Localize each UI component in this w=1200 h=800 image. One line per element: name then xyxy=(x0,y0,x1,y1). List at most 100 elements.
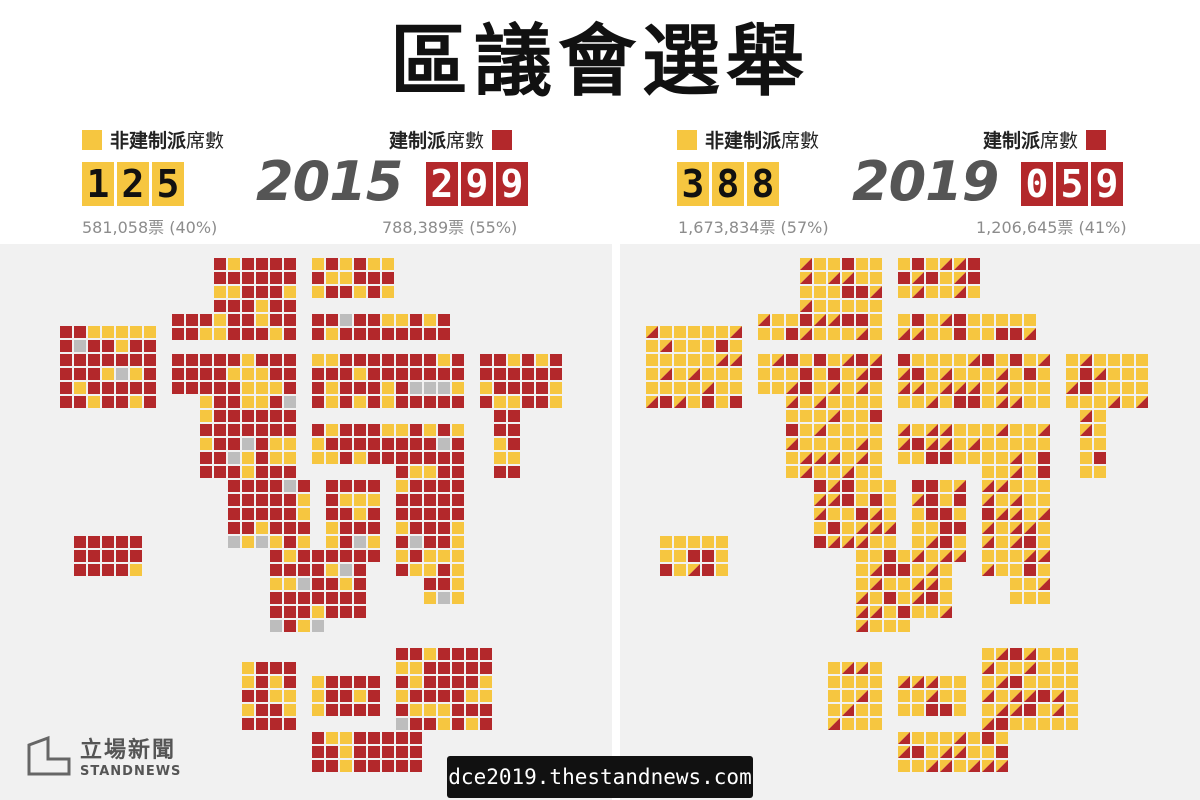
seat-cell xyxy=(368,396,380,408)
seat-cell xyxy=(326,522,338,534)
seat-cell xyxy=(926,536,938,548)
seat-cell xyxy=(438,704,450,716)
seat-cell xyxy=(1010,648,1022,660)
seat-cell xyxy=(242,314,254,326)
seat-cell xyxy=(438,564,450,576)
seat-cell xyxy=(1038,690,1050,702)
seat-cell xyxy=(256,368,268,380)
seat-cell xyxy=(968,760,980,772)
seat-cell xyxy=(716,564,728,576)
seat-cell xyxy=(968,452,980,464)
seat-cell xyxy=(1010,690,1022,702)
seat-cell xyxy=(396,396,408,408)
seat-cell xyxy=(1038,522,1050,534)
seat-cell xyxy=(256,272,268,284)
seat-cell xyxy=(130,564,142,576)
seat-cell xyxy=(660,368,672,380)
seat-cell xyxy=(870,328,882,340)
seat-cell xyxy=(508,410,520,422)
seat-cell xyxy=(284,508,296,520)
seat-cell xyxy=(954,508,966,520)
seat-cell xyxy=(716,536,728,548)
seat-cell xyxy=(382,760,394,772)
seat-cell xyxy=(144,368,156,380)
seat-cell xyxy=(926,732,938,744)
seat-cell xyxy=(968,424,980,436)
seat-cell xyxy=(242,438,254,450)
seat-cell xyxy=(438,592,450,604)
seat-cell xyxy=(940,760,952,772)
seat-cell xyxy=(940,424,952,436)
seat-cell xyxy=(354,396,366,408)
seat-cell xyxy=(536,368,548,380)
seat-cell xyxy=(494,354,506,366)
seat-cell xyxy=(940,536,952,548)
seat-cell xyxy=(326,286,338,298)
seat-cell xyxy=(60,382,72,394)
seat-cell xyxy=(424,536,436,548)
seat-cell xyxy=(326,564,338,576)
seat-cell xyxy=(256,676,268,688)
seat-cell xyxy=(954,354,966,366)
seat-cell xyxy=(814,382,826,394)
seat-cell xyxy=(870,272,882,284)
digit: 5 xyxy=(152,162,184,206)
seat-cell xyxy=(702,536,714,548)
seat-cell xyxy=(368,536,380,548)
seat-cell xyxy=(982,494,994,506)
seat-cell xyxy=(912,258,924,270)
seat-cell xyxy=(74,340,86,352)
seat-cell xyxy=(382,258,394,270)
seat-cell xyxy=(396,732,408,744)
seat-cell xyxy=(982,648,994,660)
seat-cell xyxy=(396,354,408,366)
seat-cell xyxy=(646,396,658,408)
seat-cell xyxy=(410,536,422,548)
seat-cell xyxy=(870,410,882,422)
seat-cell xyxy=(438,382,450,394)
seat-cell xyxy=(466,676,478,688)
seat-cell xyxy=(410,550,422,562)
seat-cell xyxy=(340,258,352,270)
seat-cell xyxy=(1024,662,1036,674)
seat-cell xyxy=(968,396,980,408)
seat-cell xyxy=(1024,718,1036,730)
seat-cell xyxy=(940,508,952,520)
seat-cell xyxy=(954,676,966,688)
seat-cell xyxy=(842,480,854,492)
seat-cell xyxy=(1010,438,1022,450)
seat-cell xyxy=(786,368,798,380)
seat-cell xyxy=(368,328,380,340)
seat-cell xyxy=(996,494,1008,506)
pro-beijing-seats-2019: 0 5 9 xyxy=(1021,162,1123,206)
seat-cell xyxy=(424,718,436,730)
seat-cell xyxy=(214,300,226,312)
seat-cell xyxy=(368,508,380,520)
seat-cell xyxy=(926,578,938,590)
seat-cell xyxy=(242,396,254,408)
seat-cell xyxy=(312,452,324,464)
seat-cell xyxy=(466,662,478,674)
seat-cell xyxy=(1094,438,1106,450)
seat-cell xyxy=(480,354,492,366)
seat-cell xyxy=(884,536,896,548)
seat-cell xyxy=(646,340,658,352)
seat-cell xyxy=(368,258,380,270)
seat-cell xyxy=(354,676,366,688)
seat-cell xyxy=(940,382,952,394)
seat-cell xyxy=(842,272,854,284)
seat-cell xyxy=(1038,354,1050,366)
seat-cell xyxy=(786,424,798,436)
seat-cell xyxy=(480,718,492,730)
seat-cell xyxy=(842,690,854,702)
seat-cell xyxy=(1080,452,1092,464)
seat-cell xyxy=(842,314,854,326)
standnews-logo: 立場新聞 STANDNEWS xyxy=(26,732,181,779)
seat-cell xyxy=(856,258,868,270)
seat-cell xyxy=(256,466,268,478)
seat-cell xyxy=(368,480,380,492)
seat-cell xyxy=(410,662,422,674)
seat-cell xyxy=(74,536,86,548)
seat-cell xyxy=(1024,648,1036,660)
seat-cell xyxy=(940,676,952,688)
